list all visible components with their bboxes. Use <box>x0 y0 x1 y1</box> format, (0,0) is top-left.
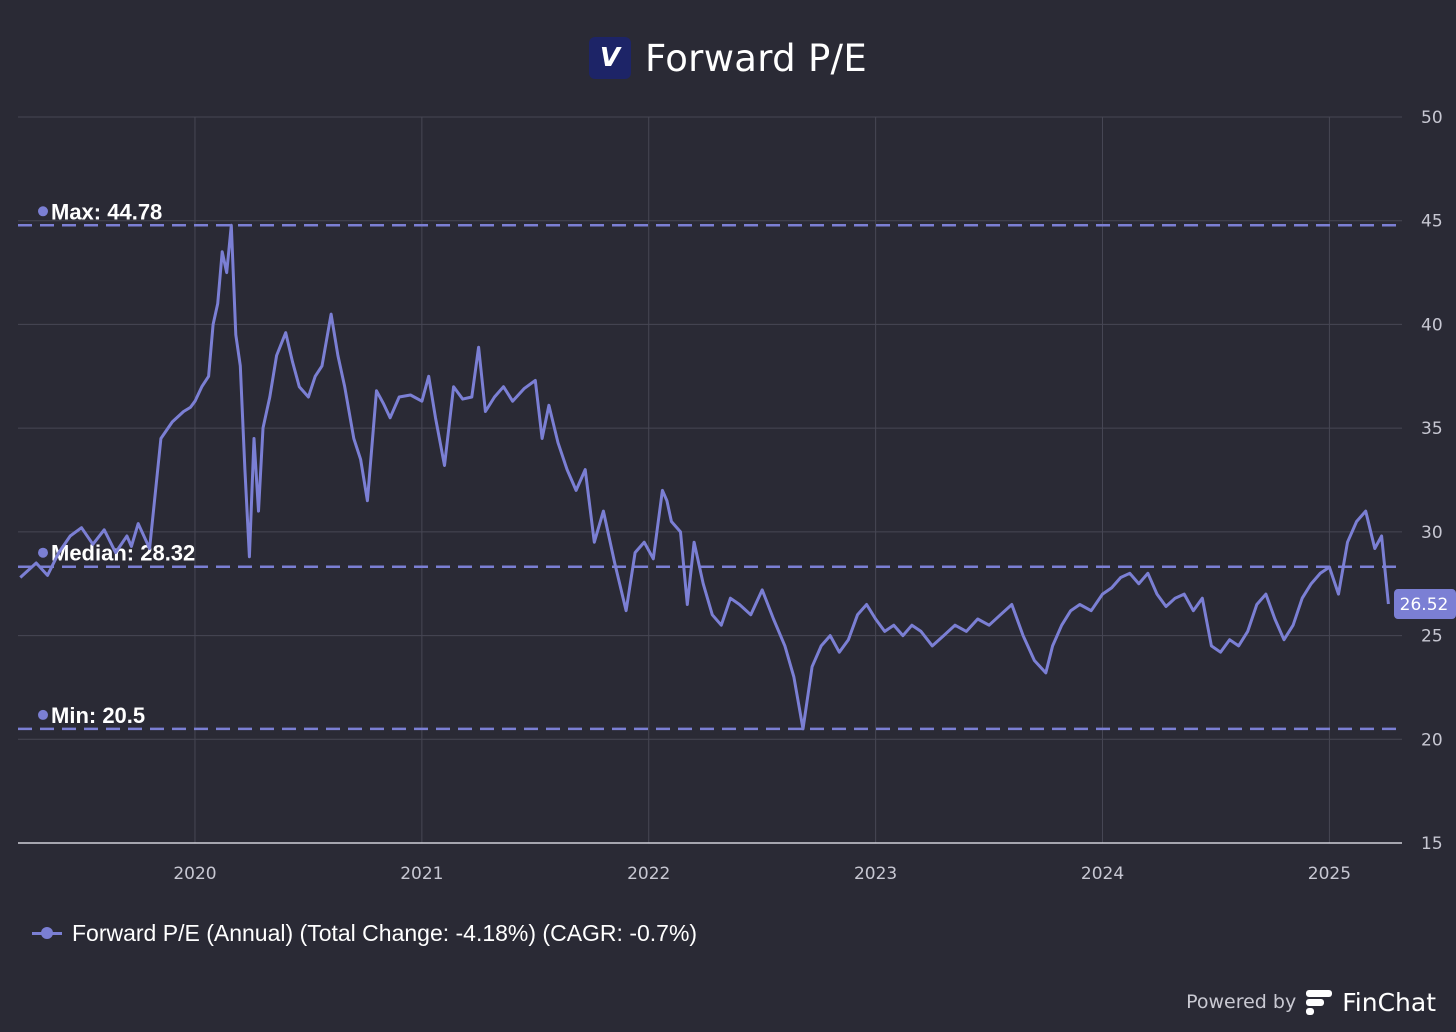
reference-lines: Max: 44.78 Median: 28.32 Min: 20.5 <box>18 199 1402 731</box>
chart-header: V Forward P/E <box>0 30 1456 86</box>
y-tick-label: 30 <box>1421 523 1443 543</box>
finchat-brand-name: FinChat <box>1342 987 1436 1017</box>
finchat-logo-icon <box>1306 990 1333 1015</box>
series-layer <box>19 223 1390 731</box>
y-tick-label: 25 <box>1421 627 1443 647</box>
legend-label: Forward P/E (Annual) (Total Change: -4.1… <box>72 919 698 946</box>
y-tick-label: 45 <box>1421 212 1443 232</box>
legend-swatch-icon <box>32 923 62 943</box>
reference-label: Max: 44.78 <box>51 199 162 224</box>
company-logo-icon: V <box>588 37 631 79</box>
reference-marker <box>38 709 48 720</box>
x-tick-label: 2023 <box>854 864 897 884</box>
last-value-badge <box>1394 589 1456 620</box>
x-tick-label: 2021 <box>400 864 443 884</box>
logo-letter: V <box>599 43 621 73</box>
reference-marker <box>38 206 48 217</box>
y-tick-label: 35 <box>1421 419 1443 439</box>
x-tick-label: 2022 <box>627 864 670 884</box>
y-tick-label: 15 <box>1421 834 1443 854</box>
powered-by-text: Powered by <box>1186 991 1297 1013</box>
chart-title: Forward P/E <box>644 36 867 80</box>
x-tick-label: 2024 <box>1081 864 1124 884</box>
x-tick-label: 2025 <box>1308 864 1351 884</box>
y-tick-label: 20 <box>1421 730 1443 750</box>
branding: Powered by FinChat <box>1186 984 1436 1020</box>
series-line <box>19 223 1390 731</box>
last-value-label: 26.52 <box>1400 595 1449 615</box>
y-tick-label: 50 <box>1421 108 1443 128</box>
x-tick-label: 2020 <box>173 864 216 884</box>
reference-label: Min: 20.5 <box>51 703 145 728</box>
reference-marker <box>38 547 48 558</box>
legend[interactable]: Forward P/E (Annual) (Total Change: -4.1… <box>32 916 697 950</box>
reference-label: Median: 28.32 <box>51 541 195 566</box>
y-tick-label: 40 <box>1421 315 1443 335</box>
